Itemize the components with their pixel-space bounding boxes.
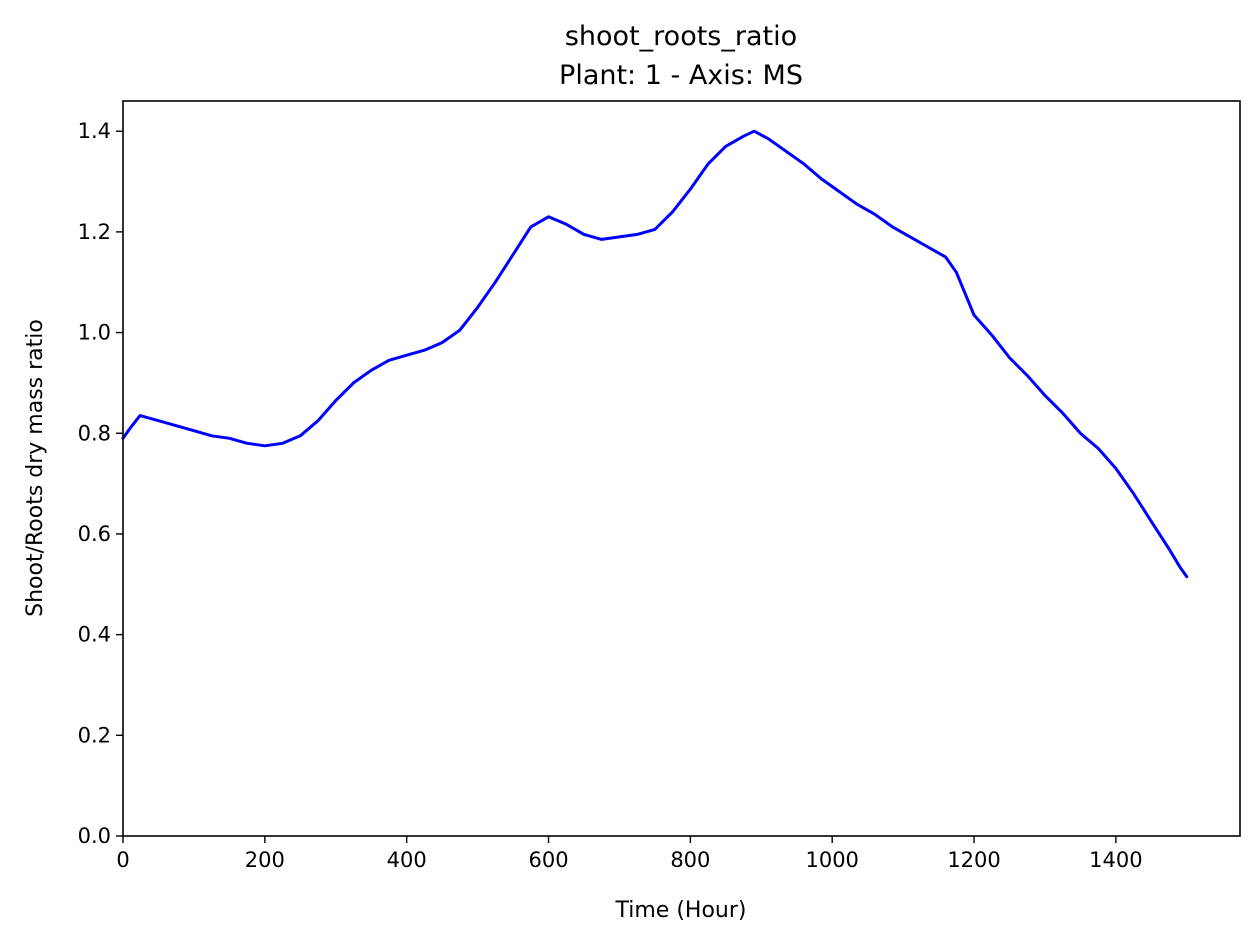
- y-axis-label: Shoot/Roots dry mass ratio: [23, 319, 48, 617]
- x-tick-label: 1000: [805, 848, 858, 872]
- axes-frame: [122, 100, 1241, 837]
- x-tick-label: 1200: [947, 848, 1000, 872]
- chart-subtitle: Plant: 1 - Axis: MS: [559, 60, 803, 91]
- x-tick-label: 200: [245, 848, 285, 872]
- y-tick-label: 1.4: [78, 119, 111, 143]
- x-axis: 0 200 400 600 800 1000 1200 1400: [116, 836, 1143, 872]
- y-axis: 0.0 0.2 0.4 0.6 0.8 1.0 1.2 1.4: [78, 119, 123, 848]
- x-tick-label: 800: [670, 848, 710, 872]
- x-tick-label: 400: [387, 848, 427, 872]
- x-tick-label: 0: [116, 848, 129, 872]
- y-tick-label: 0.4: [78, 623, 111, 647]
- y-tick-label: 0.2: [78, 723, 111, 747]
- y-tick-label: 0.8: [78, 421, 111, 445]
- series-line: [121, 129, 1189, 579]
- chart-title: shoot_roots_ratio: [565, 21, 797, 52]
- y-tick-label: 0.6: [78, 522, 111, 546]
- y-tick-label: 1.2: [78, 220, 111, 244]
- x-tick-label: 1400: [1089, 848, 1142, 872]
- y-tick-label: 1.0: [78, 321, 111, 345]
- x-axis-label: Time (Hour): [615, 898, 747, 923]
- y-tick-label: 0.0: [78, 824, 111, 848]
- x-tick-label: 600: [528, 848, 568, 872]
- plot-area: [121, 129, 1189, 579]
